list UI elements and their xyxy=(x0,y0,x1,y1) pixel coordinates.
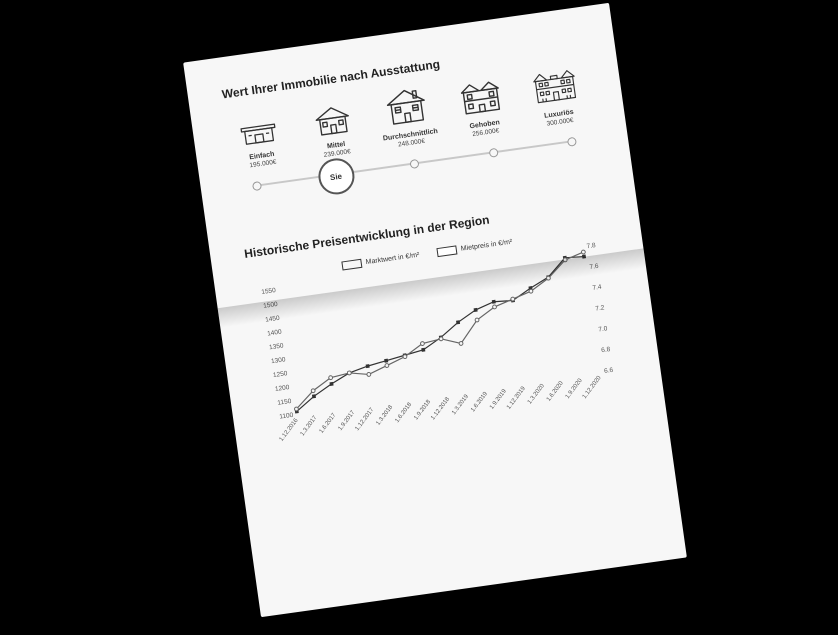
svg-text:6.8: 6.8 xyxy=(601,346,611,354)
svg-text:1.12.2020: 1.12.2020 xyxy=(582,375,603,400)
legend-swatch-market xyxy=(341,259,362,271)
svg-text:1.3.2018: 1.3.2018 xyxy=(375,404,394,427)
svg-text:1.12.2017: 1.12.2017 xyxy=(354,407,375,432)
slider-tick xyxy=(567,137,577,147)
house-icon xyxy=(234,108,283,152)
equipment-item: Einfach195.000€ xyxy=(225,107,294,172)
svg-text:1.6.2017: 1.6.2017 xyxy=(319,412,338,435)
house-icon xyxy=(382,87,431,131)
svg-text:1.12.2019: 1.12.2019 xyxy=(506,385,527,410)
svg-text:1350: 1350 xyxy=(269,342,285,351)
slider-tick xyxy=(409,159,419,169)
svg-text:1.6.2019: 1.6.2019 xyxy=(470,391,489,414)
svg-text:6.6: 6.6 xyxy=(604,367,614,375)
svg-text:7.4: 7.4 xyxy=(592,284,602,292)
legend-label-market: Marktwert in €/m² xyxy=(365,252,420,266)
slider-tick xyxy=(488,148,498,158)
svg-text:1.3.2017: 1.3.2017 xyxy=(300,415,319,438)
svg-text:7.2: 7.2 xyxy=(595,304,605,312)
svg-text:1.12.2018: 1.12.2018 xyxy=(430,396,451,421)
equipment-item: Luxuriös300.000€ xyxy=(522,65,591,130)
equipment-item: Durchschnittlich248.000€ xyxy=(373,86,442,151)
legend-label-rent: Mietpreis in €/m² xyxy=(460,239,512,253)
slider-handle-sie[interactable]: Sie xyxy=(316,156,357,197)
house-icon xyxy=(531,66,580,110)
svg-text:1250: 1250 xyxy=(273,370,289,379)
svg-text:1550: 1550 xyxy=(261,287,277,296)
svg-text:1.3.2019: 1.3.2019 xyxy=(451,393,470,416)
svg-text:1.6.2020: 1.6.2020 xyxy=(546,380,565,403)
svg-text:7.6: 7.6 xyxy=(589,263,599,271)
svg-text:7.0: 7.0 xyxy=(598,325,608,333)
svg-text:7.8: 7.8 xyxy=(586,242,596,250)
svg-text:1400: 1400 xyxy=(267,329,283,338)
svg-text:1.12.2016: 1.12.2016 xyxy=(279,417,300,442)
slider-tick xyxy=(252,181,262,191)
equipment-item: Gehoben256.000€ xyxy=(448,75,517,140)
svg-text:1200: 1200 xyxy=(275,384,291,393)
equipment-item: Mittel239.000€ xyxy=(299,96,368,161)
svg-text:1100: 1100 xyxy=(279,412,294,421)
house-icon xyxy=(308,98,357,142)
svg-text:1150: 1150 xyxy=(277,398,292,407)
svg-text:1300: 1300 xyxy=(271,356,287,365)
house-icon xyxy=(457,77,506,121)
legend-swatch-rent xyxy=(437,245,458,257)
svg-text:1.3.2020: 1.3.2020 xyxy=(527,383,546,406)
svg-text:1.6.2018: 1.6.2018 xyxy=(394,401,413,424)
svg-text:1500: 1500 xyxy=(263,301,279,310)
svg-text:1450: 1450 xyxy=(265,315,281,324)
report-page: Wert Ihrer Immobilie nach Ausstattung Ei… xyxy=(183,3,687,617)
chart-section: Historische Preisentwicklung in der Regi… xyxy=(205,156,668,478)
